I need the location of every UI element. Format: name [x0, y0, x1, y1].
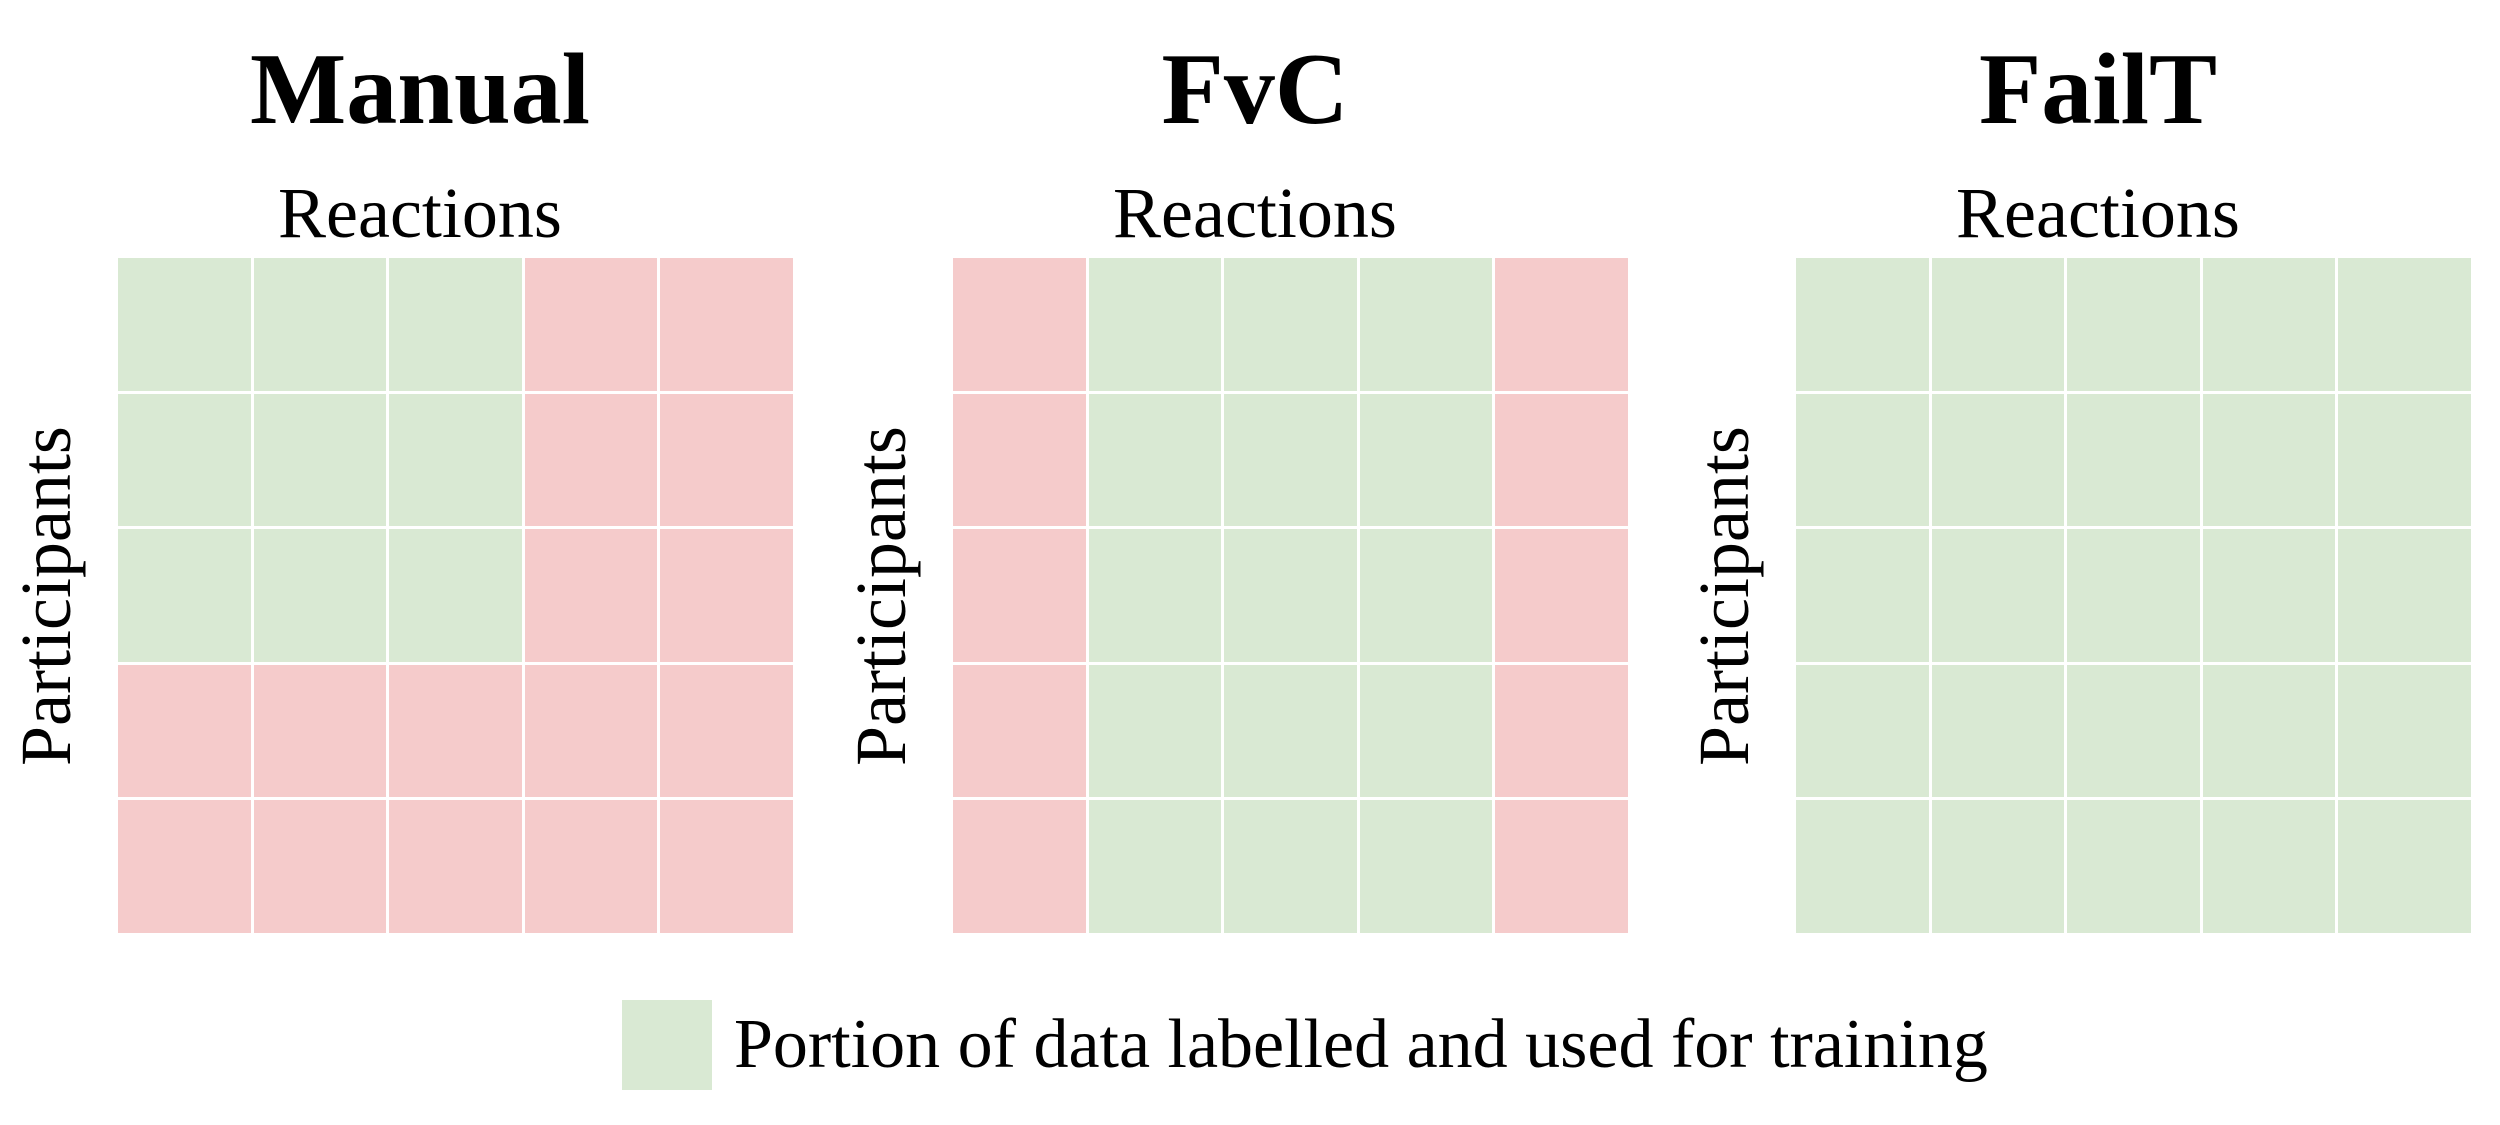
grid-cell-unlabelled [1495, 529, 1628, 662]
grid-cell-labelled [1224, 664, 1357, 798]
panel-title: FvC [1161, 33, 1349, 146]
data-grid [953, 258, 1628, 933]
grid-cell-labelled [2202, 800, 2336, 933]
grid-cell-unlabelled [118, 800, 251, 933]
grid-cell-labelled [1796, 393, 1929, 527]
grid-cell-unlabelled [389, 800, 522, 933]
grid-cell-labelled [2338, 258, 2471, 391]
data-grid [118, 258, 793, 933]
grid-cell-labelled [118, 529, 251, 662]
grid-cell-labelled [389, 529, 522, 662]
grid-cell-labelled [1088, 529, 1222, 662]
grid-cell-labelled [2202, 258, 2336, 391]
grid-cell-labelled [2067, 800, 2200, 933]
grid-cell-labelled [1088, 393, 1222, 527]
grid-cell-labelled [1931, 664, 2065, 798]
column-axis-label: Reactions [1113, 173, 1397, 253]
row-axis-label: Participants [1684, 426, 1764, 766]
grid-cell-unlabelled [1495, 393, 1628, 527]
legend: Portion of data labelled and used for tr… [622, 1000, 1988, 1090]
grid-cell-labelled [1796, 258, 1929, 391]
grid-cell-unlabelled [1495, 800, 1628, 933]
grid-cell-unlabelled [1495, 664, 1628, 798]
grid-cell-labelled [2067, 258, 2200, 391]
grid-cell-unlabelled [660, 529, 793, 662]
grid-cell-unlabelled [953, 664, 1086, 798]
grid-cell-unlabelled [660, 393, 793, 527]
panel-failt: FailT Reactions Participants [1684, 0, 2498, 940]
grid-cell-unlabelled [953, 258, 1086, 391]
grid-cell-labelled [1796, 664, 1929, 798]
panel-title: FailT [1978, 33, 2218, 146]
grid-cell-unlabelled [660, 664, 793, 798]
grid-cell-labelled [253, 393, 387, 527]
grid-cell-unlabelled [953, 529, 1086, 662]
grid-cell-unlabelled [953, 393, 1086, 527]
grid-cell-labelled [1359, 800, 1493, 933]
panel-fvc: FvC Reactions Participants [841, 0, 1655, 940]
grid-cell-unlabelled [524, 393, 658, 527]
grid-cell-labelled [1224, 393, 1357, 527]
grid-cell-labelled [1359, 529, 1493, 662]
panel-title: Manual [249, 33, 591, 146]
grid-cell-labelled [253, 529, 387, 662]
grid-cell-labelled [389, 393, 522, 527]
grid-cell-labelled [2067, 664, 2200, 798]
column-axis-label: Reactions [1956, 173, 2240, 253]
grid-cell-labelled [1224, 529, 1357, 662]
grid-cell-unlabelled [953, 800, 1086, 933]
grid-cell-labelled [1359, 393, 1493, 527]
panel-manual: Manual Reactions Participants [6, 0, 820, 940]
grid-cell-labelled [1088, 800, 1222, 933]
grid-cell-labelled [1931, 393, 2065, 527]
grid-cell-labelled [2202, 529, 2336, 662]
grid-cell-unlabelled [1495, 258, 1628, 391]
grid-cell-labelled [1224, 258, 1357, 391]
grid-cell-labelled [2338, 529, 2471, 662]
grid-cell-unlabelled [524, 258, 658, 391]
grid-cell-labelled [1796, 529, 1929, 662]
grid-cell-unlabelled [118, 664, 251, 798]
grid-cell-labelled [1359, 664, 1493, 798]
grid-cell-labelled [2202, 664, 2336, 798]
grid-cell-labelled [2338, 393, 2471, 527]
grid-cell-unlabelled [253, 800, 387, 933]
legend-label: Portion of data labelled and used for tr… [734, 1006, 1988, 1083]
grid-cell-labelled [2338, 800, 2471, 933]
grid-cell-labelled [2067, 529, 2200, 662]
grid-cell-labelled [1359, 258, 1493, 391]
grid-cell-unlabelled [253, 664, 387, 798]
grid-cell-unlabelled [660, 800, 793, 933]
grid-cell-labelled [1931, 800, 2065, 933]
legend-swatch [622, 1000, 712, 1090]
grid-cell-labelled [1796, 800, 1929, 933]
grid-cell-labelled [2338, 664, 2471, 798]
grid-cell-unlabelled [389, 664, 522, 798]
grid-cell-labelled [1931, 529, 2065, 662]
grid-cell-labelled [1224, 800, 1357, 933]
data-grid [1796, 258, 2471, 933]
grid-cell-unlabelled [524, 800, 658, 933]
grid-cell-labelled [253, 258, 387, 391]
grid-cell-labelled [118, 258, 251, 391]
grid-cell-labelled [2067, 393, 2200, 527]
grid-cell-labelled [1088, 258, 1222, 391]
grid-cell-labelled [1088, 664, 1222, 798]
grid-cell-unlabelled [660, 258, 793, 391]
row-axis-label: Participants [6, 426, 86, 766]
grid-cell-labelled [2202, 393, 2336, 527]
grid-cell-unlabelled [524, 529, 658, 662]
column-axis-label: Reactions [278, 173, 562, 253]
grid-cell-unlabelled [524, 664, 658, 798]
row-axis-label: Participants [841, 426, 921, 766]
grid-cell-labelled [118, 393, 251, 527]
grid-cell-labelled [1931, 258, 2065, 391]
grid-cell-labelled [389, 258, 522, 391]
